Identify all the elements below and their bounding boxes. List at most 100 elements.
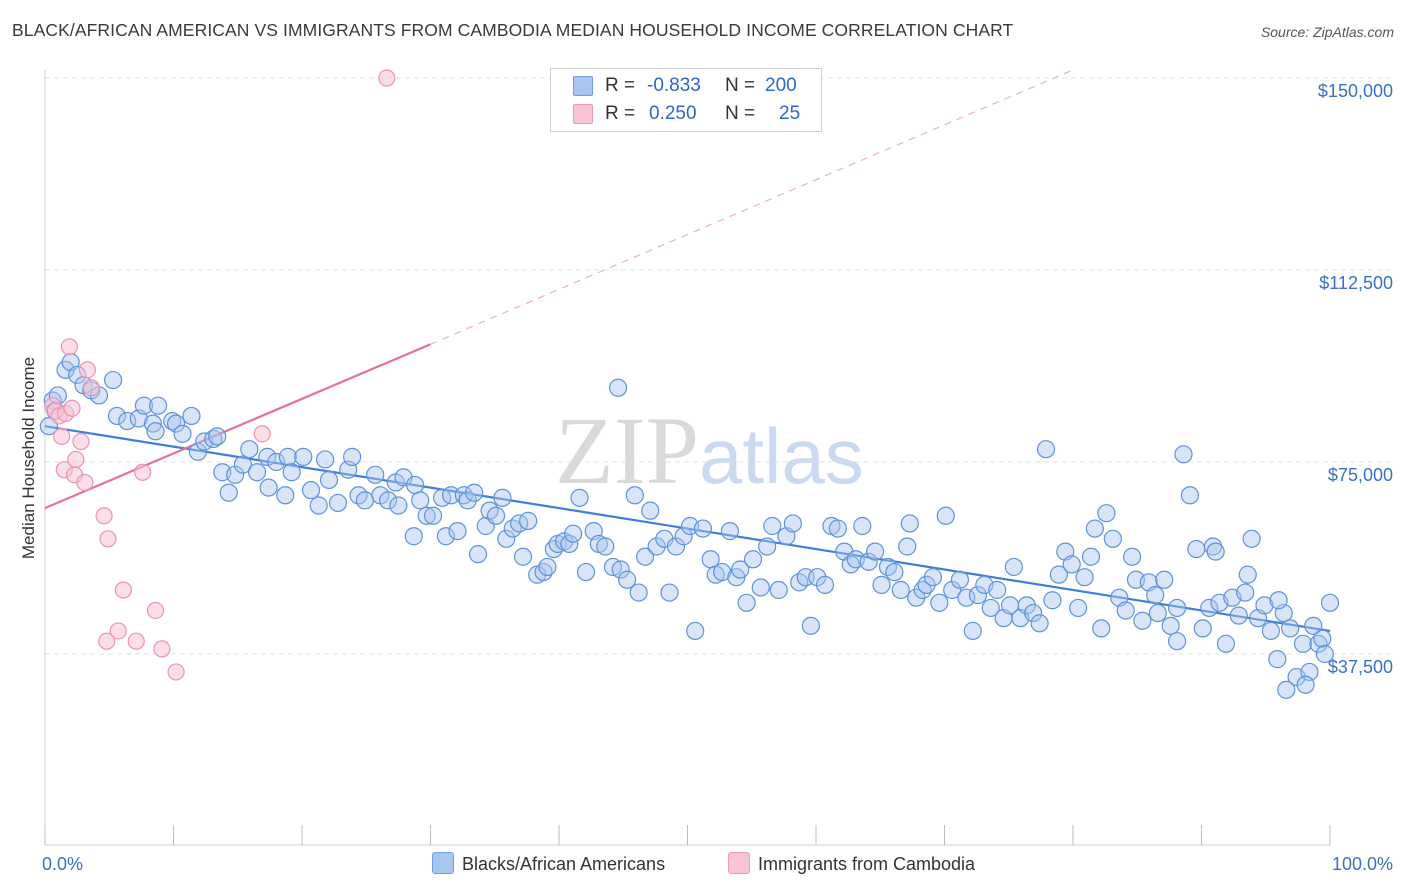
point-blacks	[751, 578, 770, 597]
point-blacks	[841, 555, 860, 574]
point-blacks	[355, 491, 375, 510]
point-blacks	[405, 475, 425, 495]
point-blacks	[743, 550, 763, 569]
point-blacks	[1268, 650, 1287, 669]
point-blacks	[493, 488, 512, 507]
point-blacks	[166, 414, 186, 433]
legend-r-label: R =	[605, 75, 636, 96]
point-blacks	[898, 537, 917, 556]
point-blacks	[1092, 619, 1111, 638]
bottom-legend-blacks: Blacks/African Americans	[432, 852, 665, 875]
point-blacks	[891, 580, 910, 600]
watermark: ZIPatlas	[555, 395, 864, 506]
point-blacks	[389, 496, 408, 515]
point-blacks	[693, 519, 713, 538]
point-blacks	[1238, 565, 1257, 584]
y-axis-title: Median Household Income	[19, 357, 38, 559]
point-blacks	[1155, 570, 1174, 589]
point-blacks	[801, 616, 820, 635]
point-blacks	[641, 501, 660, 520]
point-cambodia	[114, 581, 132, 599]
y-tick-label: $150,000	[1318, 81, 1393, 101]
point-blacks	[423, 506, 443, 525]
point-blacks	[859, 552, 878, 571]
point-blacks	[1206, 542, 1225, 561]
point-blacks	[1216, 634, 1236, 653]
point-blacks	[866, 542, 885, 561]
point-cambodia	[253, 425, 271, 443]
point-blacks	[1069, 598, 1088, 618]
point-blacks	[282, 463, 301, 482]
point-blacks	[660, 583, 679, 602]
legend-swatch-blue	[573, 76, 593, 96]
point-blacks	[134, 396, 154, 415]
point-blacks	[923, 568, 943, 587]
point-blacks	[219, 483, 238, 502]
point-blacks	[885, 562, 904, 582]
point-cambodia	[63, 399, 81, 417]
point-blacks	[936, 506, 955, 525]
point-cambodia	[76, 473, 94, 492]
point-blacks	[366, 465, 385, 484]
point-blacks	[267, 452, 286, 472]
point-blacks	[247, 463, 267, 482]
point-blacks	[625, 486, 644, 505]
legend-n-label: N =	[725, 75, 756, 96]
point-blacks	[981, 598, 1000, 618]
point-blacks	[441, 486, 461, 505]
point-blacks	[1075, 568, 1094, 587]
point-blacks	[1255, 596, 1274, 615]
point-blacks	[674, 527, 693, 546]
point-blacks	[328, 493, 348, 513]
point-blacks	[107, 406, 127, 426]
point-blacks	[1161, 616, 1180, 635]
point-blacks	[1148, 603, 1167, 623]
point-blacks	[240, 440, 259, 459]
point-cambodia	[72, 432, 90, 451]
point-blacks	[900, 514, 919, 533]
point-blacks	[763, 516, 782, 536]
point-blacks	[468, 545, 488, 564]
point-cambodia	[146, 601, 165, 620]
point-blacks	[1313, 629, 1332, 648]
point-blacks	[1229, 606, 1248, 625]
point-blacks	[173, 424, 192, 443]
point-blacks	[146, 422, 165, 441]
point-blacks	[1193, 619, 1212, 638]
point-blacks	[769, 580, 788, 600]
point-blacks	[378, 491, 398, 510]
point-blacks	[930, 593, 949, 612]
point-blacks	[1004, 557, 1023, 577]
point-blacks	[259, 478, 278, 497]
point-cambodia	[60, 338, 79, 356]
point-cambodia	[95, 507, 113, 525]
point-blacks	[104, 370, 123, 390]
point-blacks	[1203, 537, 1223, 556]
point-blacks	[497, 529, 516, 548]
point-blacks	[1187, 539, 1206, 559]
point-blacks	[570, 488, 589, 507]
point-cambodia	[153, 640, 171, 658]
bottom-legend-swatch-blue	[432, 852, 454, 874]
point-blacks	[1036, 440, 1056, 459]
point-blacks	[309, 496, 328, 515]
watermark-atlas: atlas	[699, 412, 864, 500]
point-blacks	[465, 483, 484, 502]
point-blacks	[1146, 586, 1165, 605]
point-blacks	[343, 447, 362, 466]
point-blacks	[294, 447, 313, 466]
point-blacks	[609, 378, 628, 397]
bottom-legend-label: Immigrants from Cambodia	[758, 854, 976, 874]
point-blacks	[1277, 680, 1296, 699]
point-blacks	[316, 450, 335, 469]
legend-n-value: 25	[779, 103, 801, 124]
source-label: Source: ZipAtlas.com	[1260, 24, 1394, 40]
point-blacks	[411, 491, 430, 510]
point-blacks	[1103, 529, 1122, 548]
legend-r-value: 0.250	[649, 103, 697, 124]
point-blacks	[1116, 601, 1135, 620]
point-blacks	[1320, 593, 1340, 612]
point-blacks	[319, 470, 339, 490]
point-blacks	[513, 547, 533, 566]
point-blacks	[943, 580, 962, 600]
